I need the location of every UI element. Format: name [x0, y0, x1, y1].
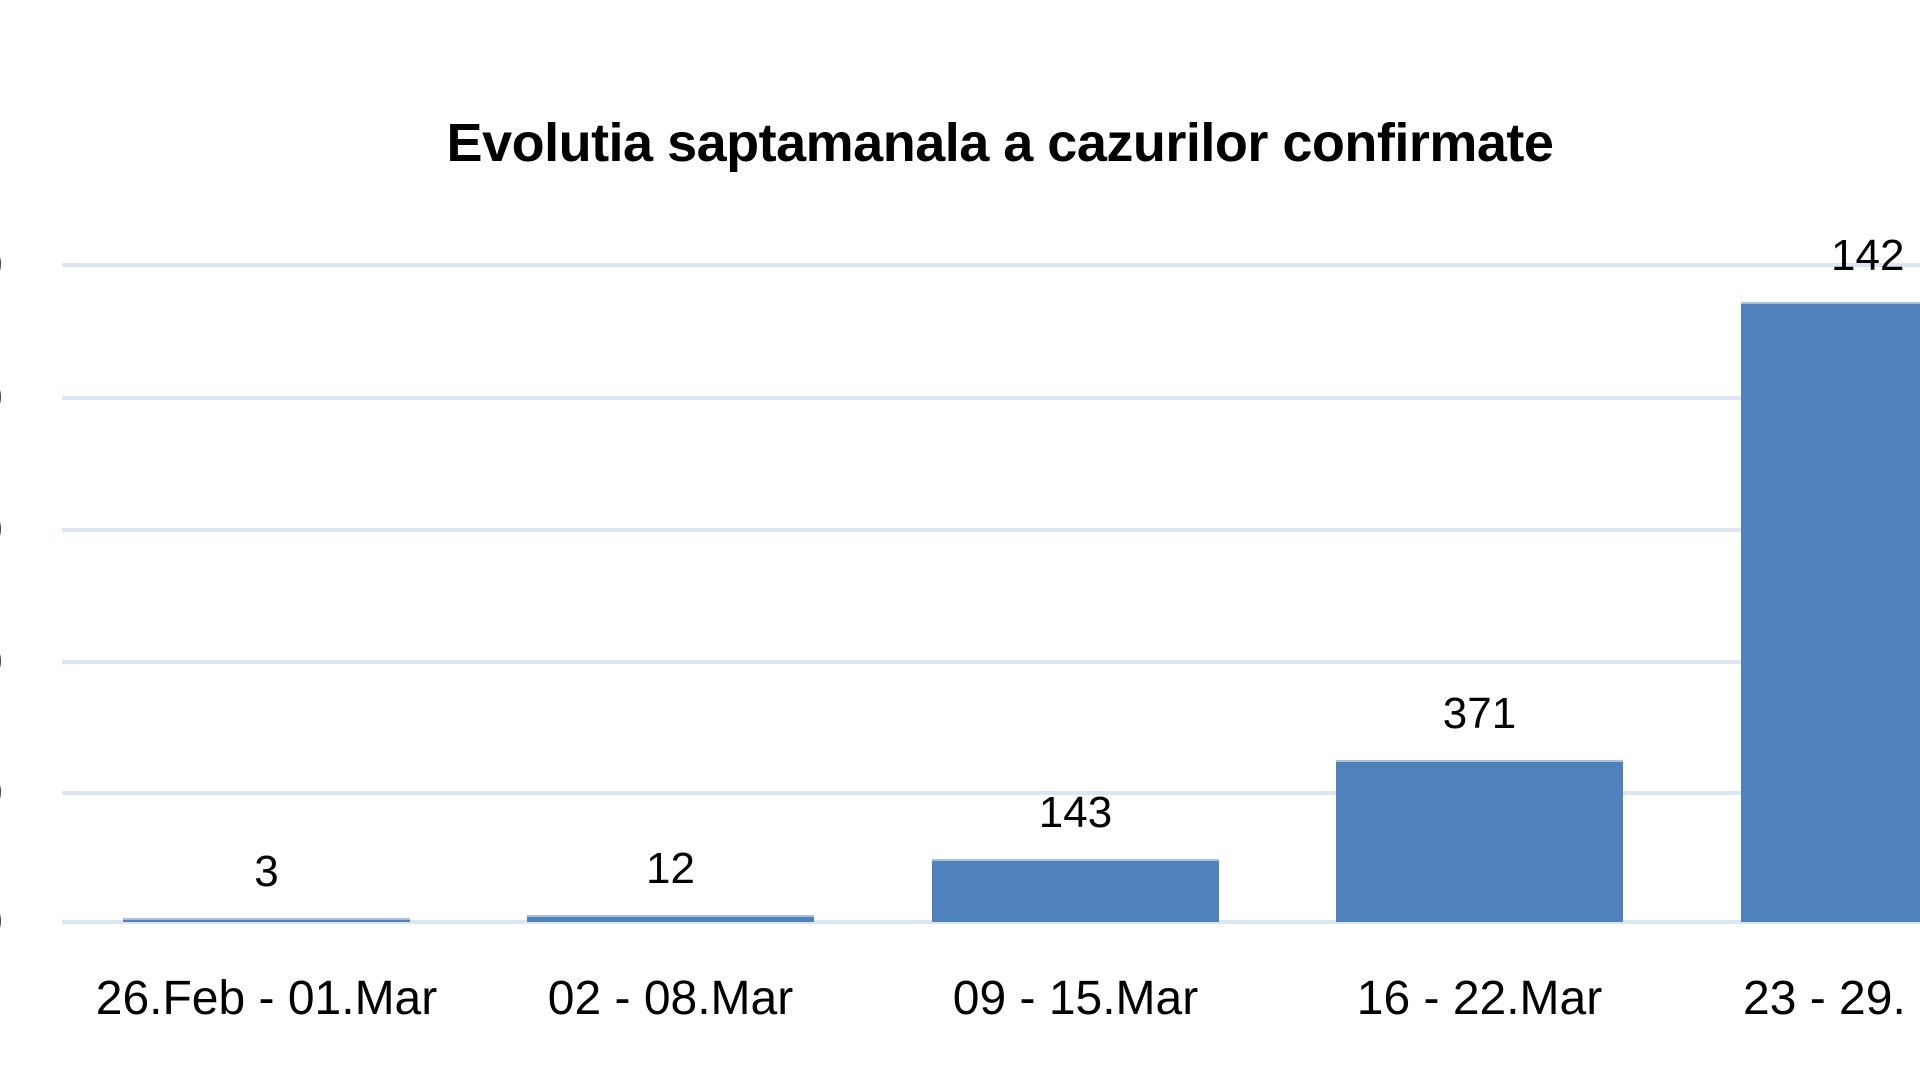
gridline	[62, 263, 1920, 267]
gridline	[62, 660, 1920, 664]
data-label: 3	[254, 847, 279, 896]
gridline	[62, 791, 1920, 795]
gridline	[62, 528, 1920, 532]
y-tick-label: 0	[0, 900, 2, 944]
bar[interactable]	[932, 859, 1219, 922]
y-tick-label: 0	[0, 640, 2, 684]
x-tick-label: 23 - 29.	[1743, 972, 1906, 1025]
bar[interactable]	[123, 918, 410, 922]
y-tick-label: 0	[0, 771, 2, 815]
bar[interactable]	[527, 915, 814, 922]
y-tick-label: 0	[0, 243, 2, 287]
x-axis-baseline	[62, 920, 1920, 924]
x-tick-label: 09 - 15.Mar	[952, 972, 1199, 1025]
data-label: 142	[1831, 231, 1905, 280]
data-label: 371	[1442, 689, 1517, 738]
gridline	[62, 396, 1920, 400]
bar[interactable]	[1336, 760, 1623, 922]
y-tick-label: 0	[0, 376, 2, 420]
bar[interactable]	[1741, 302, 1920, 922]
x-tick-label: 16 - 22.Mar	[1356, 972, 1603, 1025]
data-label: 143	[1038, 788, 1113, 837]
y-tick-label: 0	[0, 508, 2, 552]
x-tick-label: 26.Feb - 01.Mar	[95, 972, 438, 1025]
chart-title: Evolutia saptamanala a cazurilor confirm…	[446, 113, 1554, 173]
x-tick-label: 02 - 08.Mar	[547, 972, 794, 1025]
data-label: 12	[646, 844, 695, 893]
